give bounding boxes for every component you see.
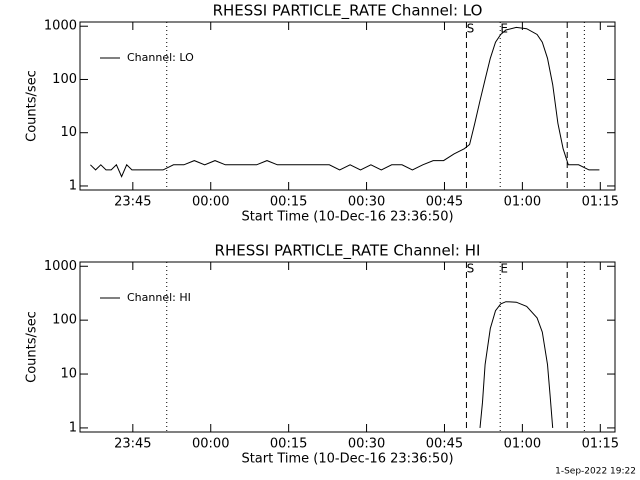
x-tick-label: 00:15	[270, 437, 307, 452]
x-axis-label: Start Time (10-Dec-16 23:36:50)	[241, 210, 453, 225]
x-tick-label: 01:00	[504, 195, 541, 210]
y-tick-label: 10	[60, 367, 77, 382]
x-tick-label: 23:45	[114, 195, 151, 210]
y-tick-label: 1	[69, 178, 77, 193]
marker-label: S	[467, 262, 475, 276]
y-tick-label: 100	[52, 313, 77, 328]
x-tick-label: 00:15	[270, 195, 307, 210]
legend-label: Channel: LO	[127, 51, 194, 64]
x-tick-label: 23:45	[114, 437, 151, 452]
marker-label: E	[500, 22, 508, 36]
y-axis-label: Counts/sec	[25, 311, 40, 383]
plot-frame	[79, 21, 616, 191]
legend-label: Channel: HI	[127, 291, 191, 304]
y-axis-label: Counts/sec	[25, 70, 40, 142]
chart-title: RHESSI PARTICLE_RATE Channel: LO	[213, 2, 483, 21]
x-tick-label: 01:00	[504, 437, 541, 452]
data-line	[90, 26, 600, 178]
y-tick-label: 1000	[44, 19, 77, 34]
data-line	[479, 301, 554, 428]
x-tick-label: 00:00	[192, 437, 229, 452]
plot-frame	[79, 261, 616, 433]
x-tick-label: 01:15	[582, 437, 619, 452]
footer: 1-Sep-2022 19:22	[555, 467, 636, 477]
x-axis-label: Start Time (10-Dec-16 23:36:50)	[241, 452, 453, 467]
y-tick-label: 100	[52, 72, 77, 87]
x-tick-label: 00:00	[192, 195, 229, 210]
x-tick-label: 00:30	[348, 195, 385, 210]
x-tick-label: 01:15	[582, 195, 619, 210]
y-tick-label: 1000	[44, 259, 77, 274]
y-tick-label: 10	[60, 125, 77, 140]
marker-label: E	[500, 262, 508, 276]
y-tick-label: 1	[69, 420, 77, 435]
x-tick-label: 00:45	[426, 195, 463, 210]
x-tick-label: 00:30	[348, 437, 385, 452]
marker-label: S	[467, 22, 475, 36]
chart-title: RHESSI PARTICLE_RATE Channel: HI	[215, 242, 481, 261]
x-tick-label: 00:45	[426, 437, 463, 452]
